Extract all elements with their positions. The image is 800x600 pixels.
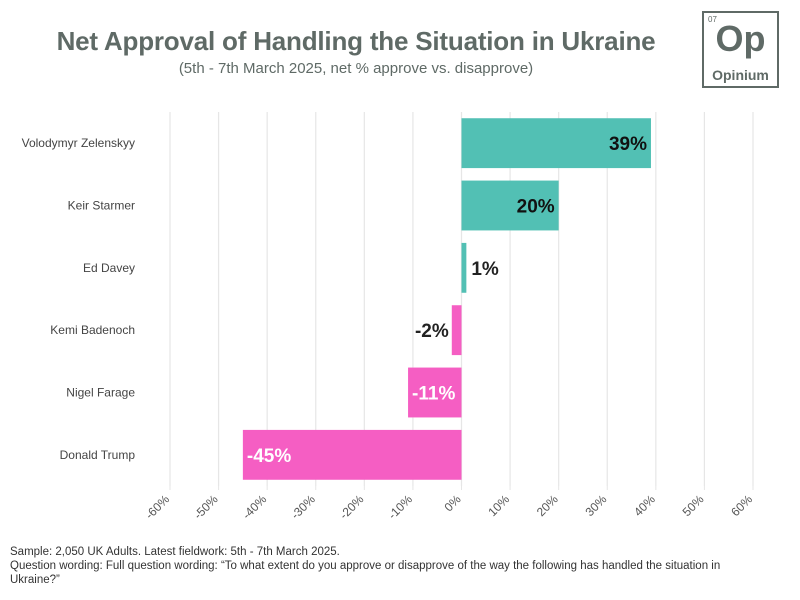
x-tick-label: -40%	[240, 492, 270, 522]
x-tick-label: 10%	[485, 492, 512, 519]
chart-title: Net Approval of Handling the Situation i…	[56, 26, 656, 56]
data-label: -11%	[412, 384, 455, 405]
data-label: 1%	[471, 259, 499, 280]
data-label: -2%	[415, 321, 449, 342]
bar	[451, 305, 462, 356]
footer: Sample: 2,050 UK Adults. Latest fieldwor…	[10, 545, 770, 587]
x-tick-label: 50%	[680, 492, 707, 519]
category-label: Nigel Farage	[66, 386, 135, 400]
footer-question: Question wording: Full question wording:…	[10, 560, 721, 586]
category-label: Kemi Badenoch	[50, 323, 135, 337]
bar-chart: -60% -50% -40% -30% -20% -10% 0% 10% 20% 30% 40% 50…	[22, 112, 755, 522]
data-label: 39%	[609, 134, 647, 155]
data-label: -45%	[247, 446, 291, 467]
x-tick-label: -60%	[142, 492, 172, 522]
bar	[461, 180, 559, 231]
x-tick-label: 30%	[582, 492, 609, 519]
chart-subtitle: (5th - 7th March 2025, net % approve vs.…	[178, 60, 534, 77]
x-tick-label: 20%	[534, 492, 561, 519]
x-tick-label: -30%	[288, 492, 318, 522]
logo-number: 07	[708, 15, 717, 24]
x-tick-label: 60%	[728, 492, 755, 519]
bar	[408, 367, 462, 418]
x-tick-label: -50%	[191, 492, 221, 522]
logo-name: Opinium	[712, 67, 769, 83]
x-tick-label: -20%	[337, 492, 367, 522]
category-label: Ed Davey	[83, 261, 135, 275]
logo-symbol: Op	[715, 18, 766, 59]
bar	[242, 429, 462, 480]
category-label: Donald Trump	[60, 448, 136, 462]
bar	[461, 118, 651, 169]
x-tick-label: 0%	[441, 492, 463, 514]
x-tick-label: -10%	[385, 492, 415, 522]
data-label: 20%	[517, 197, 555, 218]
bar	[461, 242, 467, 293]
category-label: Volodymyr Zelenskyy	[22, 136, 135, 150]
footer-sample: Sample: 2,050 UK Adults. Latest fieldwor…	[10, 546, 340, 558]
opinium-logo: 07 Op Opinium	[702, 11, 779, 88]
chart-area: -60% -50% -40% -30% -20% -10% 0% 10% 20% 30% 40% 50…	[0, 100, 800, 540]
category-label: Keir Starmer	[68, 199, 135, 213]
x-tick-label: 40%	[631, 492, 658, 519]
